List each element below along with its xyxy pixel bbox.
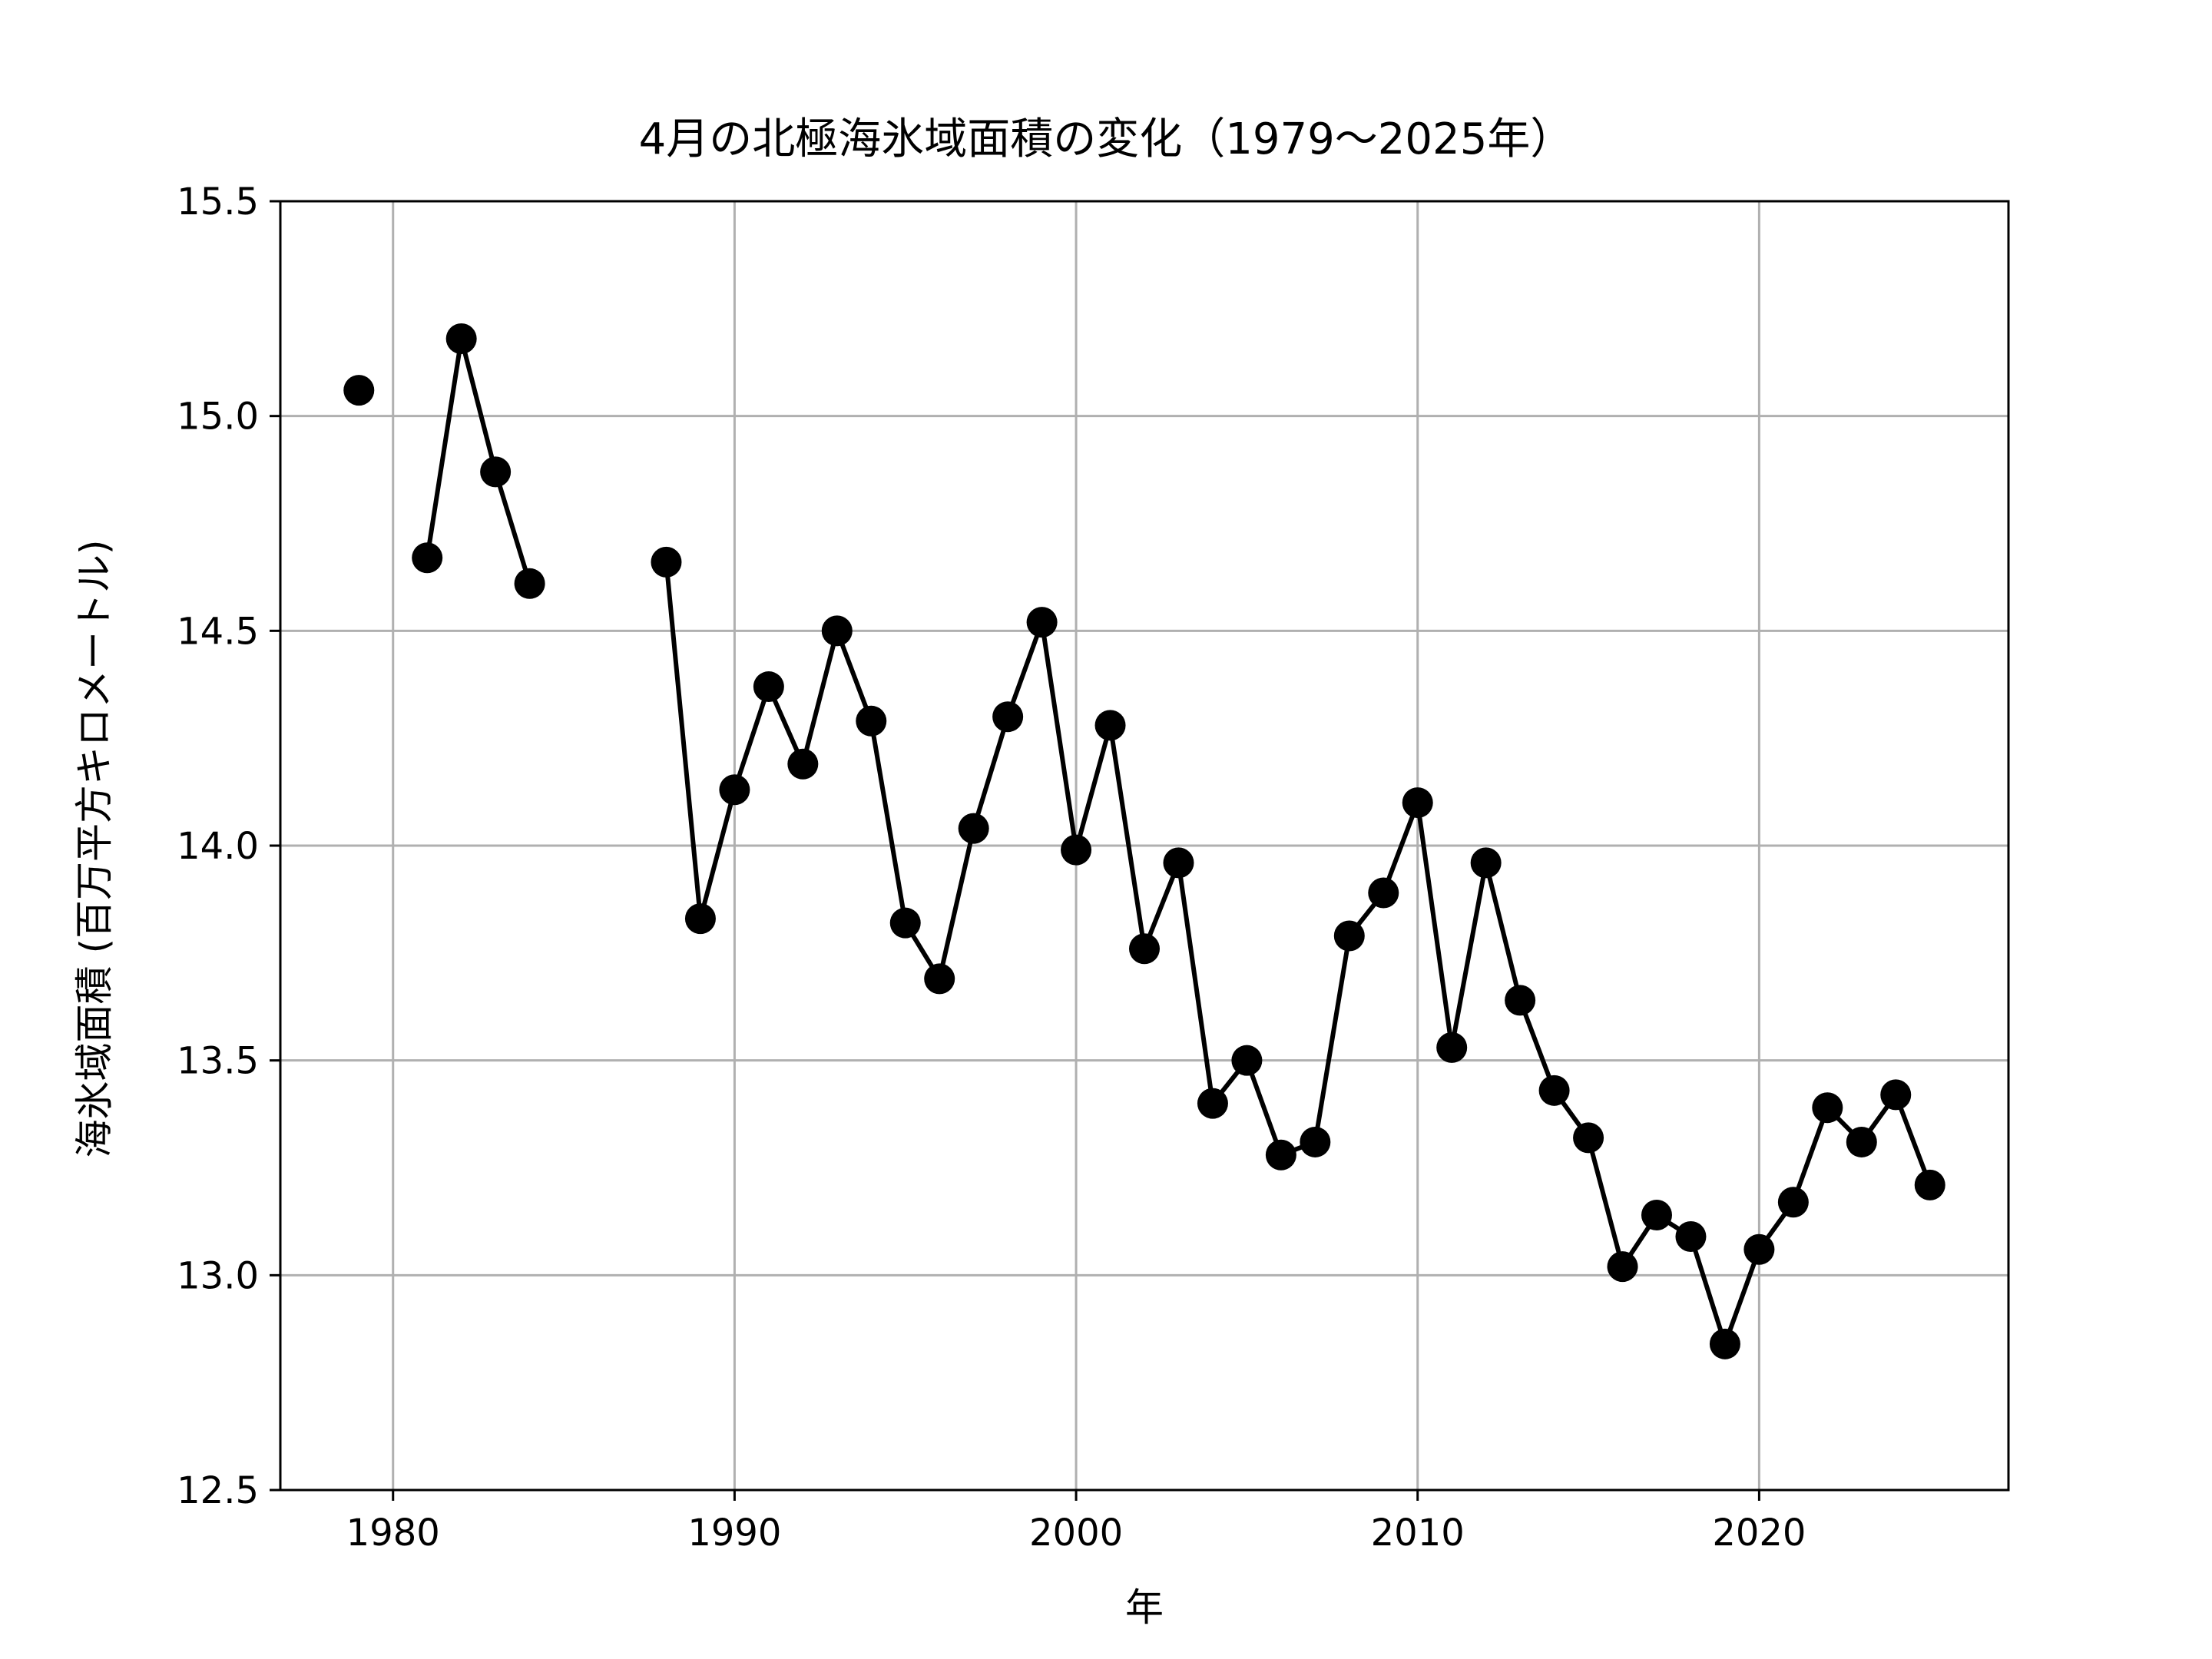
data-point (1743, 1233, 1775, 1265)
data-point (1573, 1122, 1604, 1154)
data-point (684, 903, 716, 935)
x-tick-label: 1980 (346, 1512, 440, 1555)
data-point (1641, 1200, 1672, 1231)
data-point (1914, 1169, 1945, 1200)
data-point (1538, 1075, 1570, 1106)
data-point (1026, 607, 1058, 638)
grid (280, 200, 2008, 1492)
series-layer (343, 323, 1945, 1359)
data-point (992, 701, 1024, 733)
data-point (445, 323, 477, 354)
data-point (787, 748, 819, 780)
data-point (1231, 1045, 1263, 1076)
data-point (1709, 1328, 1740, 1359)
data-point (1163, 847, 1194, 879)
axis-ticks: 1980 1990 2000 2010 2020 12.5 13.0 13.5 14.0 14.5… (177, 180, 1806, 1555)
data-point (1505, 985, 1536, 1016)
data-point (924, 963, 955, 995)
data-point (1777, 1187, 1809, 1218)
data-point (1333, 920, 1365, 952)
data-point (1880, 1079, 1912, 1111)
data-point (1300, 1126, 1331, 1157)
data-point (1812, 1092, 1843, 1124)
x-axis-label: 年 (1125, 1585, 1164, 1630)
data-point (889, 907, 921, 939)
data-point (821, 615, 853, 647)
data-point (1129, 933, 1160, 965)
y-tick-label: 15.5 (177, 180, 259, 224)
data-point (480, 456, 512, 488)
x-tick-label: 1990 (687, 1512, 781, 1555)
data-point (1402, 787, 1433, 819)
data-point (719, 774, 750, 806)
data-point (1368, 877, 1399, 909)
data-point (412, 542, 443, 574)
y-tick-label: 15.0 (177, 396, 259, 439)
y-tick-label: 12.5 (177, 1469, 259, 1512)
x-tick-label: 2010 (1371, 1512, 1465, 1555)
data-point (343, 375, 375, 406)
y-tick-label: 14.0 (177, 825, 259, 868)
data-point (753, 671, 784, 703)
y-axis-label: 海氷域面積 (百万平方キロメートル) (72, 540, 117, 1158)
data-point (514, 568, 545, 599)
data-point (1675, 1220, 1707, 1252)
chart-title: 4月の北極海氷域面積の変化（1979〜2025年） (639, 114, 1574, 164)
data-point (958, 813, 989, 844)
x-tick-label: 2000 (1029, 1512, 1123, 1555)
data-point (1607, 1251, 1638, 1283)
data-point (1094, 710, 1126, 741)
data-point (1846, 1126, 1877, 1157)
data-point (1470, 847, 1502, 879)
data-point (1265, 1139, 1296, 1171)
y-tick-label: 13.0 (177, 1254, 259, 1297)
y-tick-label: 13.5 (177, 1040, 259, 1083)
series-line (425, 336, 1932, 1346)
data-point (856, 705, 887, 737)
data-point (651, 546, 682, 578)
x-tick-label: 2020 (1712, 1512, 1806, 1555)
y-tick-label: 14.5 (177, 610, 259, 653)
data-point (1197, 1088, 1228, 1119)
data-point (1436, 1031, 1468, 1063)
data-point (1061, 834, 1092, 866)
